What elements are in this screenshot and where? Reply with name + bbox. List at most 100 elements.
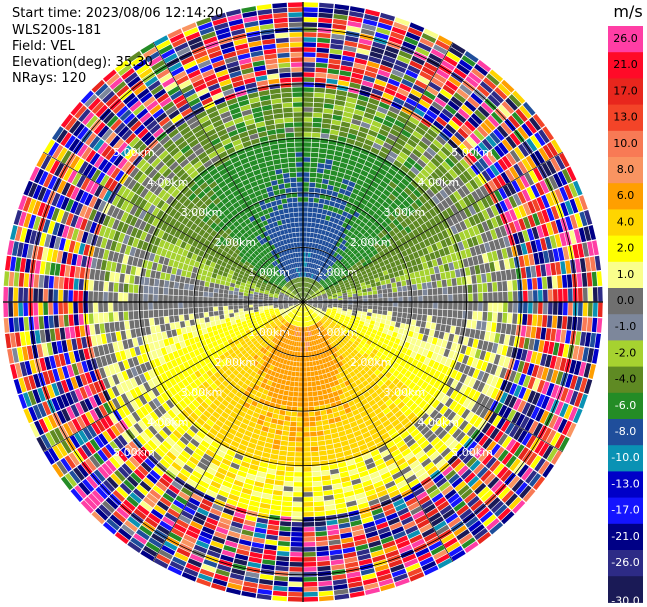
ppi-gate <box>470 113 483 125</box>
ppi-gate <box>349 226 356 233</box>
ppi-gate <box>323 263 328 269</box>
ppi-gate <box>412 84 425 94</box>
ppi-gate <box>459 143 470 155</box>
ppi-gate <box>357 94 369 102</box>
ppi-gate <box>348 181 356 188</box>
ppi-gate <box>358 174 367 182</box>
ppi-gate <box>491 90 504 104</box>
ppi-gate <box>394 17 410 27</box>
ppi-gate <box>463 155 474 167</box>
ppi-gate <box>307 257 310 263</box>
ppi-gate <box>350 246 356 253</box>
ppi-gate <box>401 78 414 88</box>
ppi-gate <box>348 220 355 227</box>
ppi-gate <box>369 168 378 176</box>
ppi-gate <box>369 51 383 59</box>
ppi-gate <box>317 37 331 44</box>
ppi-gate <box>310 227 315 233</box>
ppi-gate <box>311 142 320 148</box>
ppi-gate <box>437 150 448 161</box>
ppi-gate <box>446 51 461 63</box>
ppi-gate <box>316 47 330 53</box>
ppi-gate <box>455 147 466 158</box>
ppi-gate <box>355 252 361 258</box>
ppi-gate <box>428 105 441 116</box>
ppi-gate <box>321 123 331 129</box>
ppi-gate <box>400 164 410 174</box>
ppi-gate <box>361 80 374 88</box>
ppi-gate <box>337 193 344 199</box>
ppi-gate <box>343 174 351 181</box>
ppi-gate <box>329 238 335 244</box>
ppi-gate <box>353 167 362 174</box>
ppi-gate <box>303 227 307 232</box>
ppi-gate <box>384 50 398 59</box>
ppi-gate <box>359 248 365 255</box>
ppi-gate <box>385 197 393 205</box>
ppi-gate <box>353 199 361 207</box>
ppi-gate <box>380 12 395 21</box>
ppi-gate <box>352 114 363 121</box>
ppi-gate <box>341 211 349 217</box>
ppi-gate <box>303 132 312 137</box>
ppi-gate <box>386 110 398 119</box>
ppi-gate <box>391 69 405 78</box>
ppi-gate <box>381 228 389 236</box>
ppi-gate <box>327 205 334 212</box>
ppi-gate <box>489 132 501 145</box>
ppi-gate <box>368 197 377 205</box>
ppi-gate <box>344 106 355 114</box>
ppi-gate <box>327 185 334 191</box>
ppi-gate <box>410 166 420 176</box>
ppi-gate <box>306 294 310 299</box>
ppi-gate <box>318 285 323 290</box>
ppi-gate <box>417 122 429 132</box>
ppi-gate <box>313 202 319 208</box>
ppi-gate <box>373 201 382 209</box>
ppi-gate <box>334 181 342 188</box>
ppi-gate <box>314 243 319 249</box>
ppi-gate <box>350 123 360 131</box>
ppi-gate <box>322 209 328 215</box>
ppi-gate <box>467 96 480 109</box>
ppi-gate <box>378 205 387 213</box>
ppi-gate <box>427 175 437 185</box>
ppi-gate <box>320 274 325 279</box>
ppi-gate <box>378 168 387 176</box>
ppi-gate <box>355 207 363 214</box>
ppi-gate <box>337 255 343 261</box>
ppi-gate <box>358 202 366 210</box>
ppi-gate <box>312 269 316 274</box>
ppi-gate <box>385 225 392 233</box>
ppi-gate <box>464 100 477 112</box>
ppi-gate <box>394 119 405 129</box>
ppi-gate <box>501 79 515 93</box>
ppi-gate <box>316 233 321 239</box>
ppi-gate <box>315 265 320 270</box>
ppi-gate <box>338 188 346 195</box>
ppi-gate <box>455 162 466 173</box>
ppi-gate <box>305 257 308 262</box>
ppi-gate <box>309 177 316 183</box>
ppi-gate <box>388 106 401 115</box>
ppi-gate <box>448 168 458 179</box>
ppi-gate <box>327 68 340 75</box>
ppi-gate <box>406 156 416 166</box>
ppi-gate <box>313 280 317 285</box>
ppi-gate <box>351 72 364 80</box>
ppi-gate <box>303 232 307 237</box>
ppi-gate <box>421 33 437 44</box>
ppi-gate <box>303 202 308 207</box>
ppi-gate <box>313 274 317 280</box>
ppi-gate <box>341 251 347 258</box>
ppi-gate <box>426 188 435 198</box>
ppi-gate <box>428 53 443 64</box>
ppi-gate <box>309 284 312 289</box>
ppi-gate <box>496 125 509 138</box>
ppi-gate <box>340 65 353 72</box>
ppi-gate <box>304 292 306 297</box>
ppi-gate <box>331 33 345 40</box>
ppi-gate <box>321 183 328 190</box>
ppi-gate <box>303 197 309 202</box>
ppi-gate <box>415 144 426 154</box>
